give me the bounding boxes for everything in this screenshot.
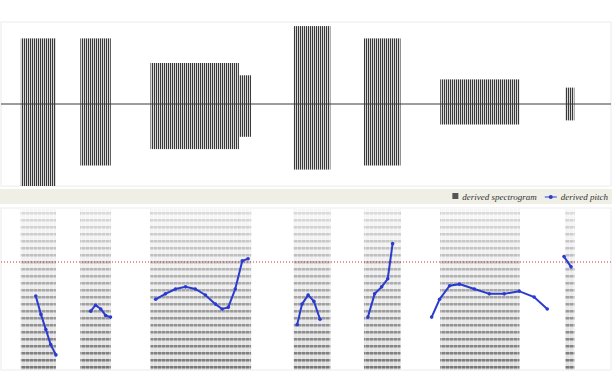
pitch-point: [448, 284, 452, 288]
pitch-point: [438, 297, 442, 301]
waveform-burst: [440, 79, 519, 124]
pitch-point: [318, 317, 322, 321]
spectrogram-frame: [1, 208, 611, 370]
pitch-point: [104, 314, 108, 318]
pitch-point: [164, 292, 168, 296]
pitch-point: [532, 295, 536, 299]
pitch-point: [39, 313, 43, 317]
pitch-point: [386, 277, 390, 281]
pitch-point: [109, 315, 113, 319]
reference-line: [1, 262, 611, 263]
spectrogram-segment: [21, 208, 56, 370]
waveform-burst: [239, 75, 251, 137]
pitch-point: [366, 315, 370, 319]
pitch-point: [312, 300, 316, 304]
waveform-burst: [80, 38, 111, 165]
pitch-point: [246, 257, 250, 261]
waveform: [1, 26, 611, 186]
waveform-burst: [150, 63, 238, 149]
pitch: [34, 242, 573, 357]
spectrogram-segment: [239, 208, 251, 370]
pitch-point: [373, 292, 377, 296]
pitch-point: [295, 323, 299, 327]
pitch-point: [94, 303, 98, 307]
pitch-point: [517, 289, 521, 293]
legend-band: [0, 189, 612, 204]
spectrogram-fade: [294, 208, 331, 370]
pitch-point: [473, 287, 477, 291]
spectrogram-segment: [565, 208, 574, 370]
pitch-point: [391, 242, 395, 246]
spectrogram-fade: [565, 208, 574, 370]
pitch-point: [240, 259, 244, 263]
pitch-point: [49, 343, 53, 347]
pitch-point: [184, 285, 188, 289]
legend: derived pitch derived spectrogram: [452, 192, 608, 202]
waveform-frame: [1, 22, 611, 186]
pitch-point: [193, 287, 197, 291]
pitch-point: [174, 287, 178, 291]
spectrogram-segment: [364, 208, 401, 370]
spectrogram-segment: [150, 208, 238, 370]
pitch-point: [226, 306, 230, 310]
pitch-point: [99, 307, 103, 311]
waveform-burst: [21, 38, 56, 186]
pitch-point: [44, 328, 48, 332]
spectrogram-fade: [150, 208, 238, 370]
pitch-point: [458, 282, 462, 286]
spectrogram: [1, 208, 611, 370]
waveform-burst: [294, 26, 331, 170]
pitch-point: [54, 353, 58, 357]
pitch-point: [34, 294, 38, 298]
pitch-point: [214, 302, 218, 306]
spectrogram-segment: [294, 208, 331, 370]
waveform-burst: [565, 88, 574, 121]
pitch-point: [488, 292, 492, 296]
pitch-line: [36, 244, 571, 355]
spectrogram-fade: [21, 208, 56, 370]
spectrogram-segment: [440, 208, 519, 370]
pitch-point: [233, 287, 237, 291]
spectrogram-fade: [364, 208, 401, 370]
legend-swatch: [549, 195, 553, 199]
pitch-point: [569, 265, 573, 269]
legend-label: derived spectrogram: [462, 192, 537, 202]
waveform-burst: [364, 38, 401, 165]
spectrogram-fade: [80, 208, 111, 370]
pitch-point: [204, 293, 208, 297]
chart: derived pitch derived spectrogram: [0, 0, 612, 374]
pitch-point: [545, 307, 549, 311]
pitch-point: [154, 297, 158, 301]
pitch-point: [380, 285, 384, 289]
pitch-point: [430, 315, 434, 319]
pitch-point: [502, 292, 506, 296]
spectrogram-segment: [80, 208, 111, 370]
pitch-point: [562, 255, 566, 259]
spectrogram-fade: [239, 208, 251, 370]
legend-swatch: [452, 193, 458, 199]
legend-label: derived pitch: [561, 192, 609, 202]
pitch-point: [300, 302, 304, 306]
pitch-point: [306, 293, 310, 297]
pitch-point: [220, 307, 224, 311]
pitch-point: [89, 309, 93, 313]
spectrogram-fade: [440, 208, 519, 370]
